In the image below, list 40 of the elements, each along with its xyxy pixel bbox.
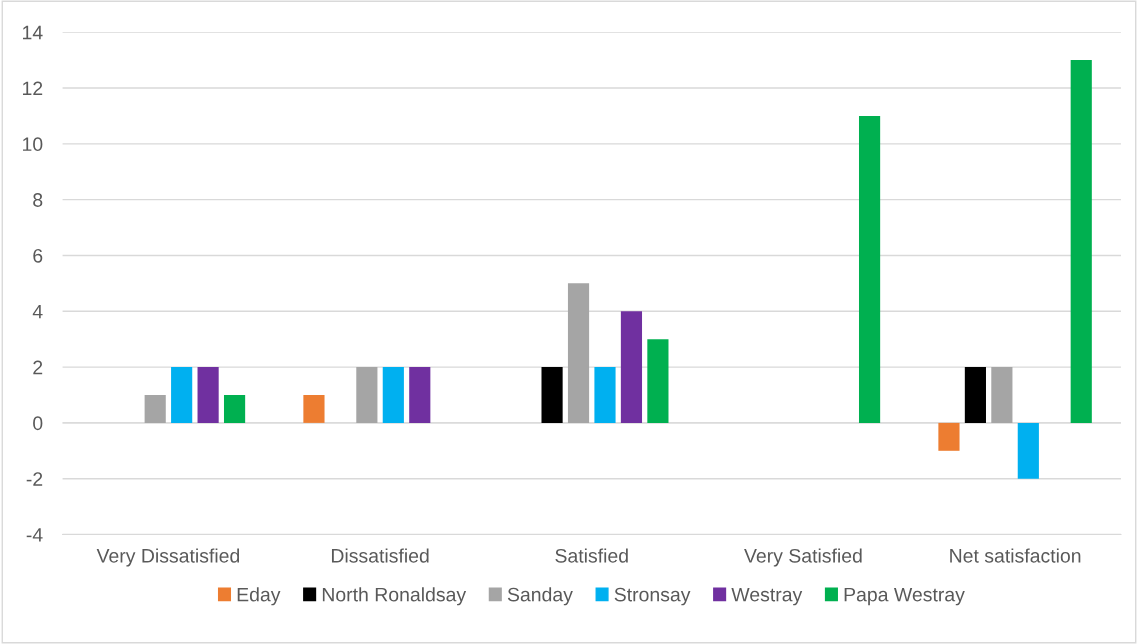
bar [1070, 60, 1092, 423]
legend-label: North Ronaldsay [322, 587, 467, 606]
y-tick-label: -4 [26, 528, 43, 542]
y-tick-label: 4 [32, 304, 43, 319]
y-tick-label: 14 [23, 25, 43, 40]
x-tick-label: Net satisfaction [950, 548, 1081, 563]
bar [382, 367, 404, 423]
bar [1017, 422, 1039, 479]
legend-label: Papa Westray [844, 587, 965, 606]
bar [647, 339, 669, 423]
bar [303, 394, 325, 423]
y-tick-label: 6 [33, 248, 43, 263]
y-tick-label: 10 [23, 137, 43, 152]
bar [964, 367, 986, 423]
bar [171, 367, 193, 423]
bar [144, 394, 166, 423]
bar [620, 311, 643, 423]
bar [938, 422, 960, 451]
y-tick-label: -2 [26, 472, 43, 486]
legend-label: Eday [237, 587, 281, 606]
y-tick-label: 12 [23, 81, 43, 96]
y-tick-label: 0 [33, 416, 43, 431]
y-tick-label: 2 [33, 360, 43, 375]
bar [567, 283, 590, 423]
x-tick-label: Very Satisfied [744, 548, 862, 567]
bar [223, 394, 246, 423]
x-tick-label: Very Dissatisfied [96, 548, 240, 567]
bar [991, 367, 1013, 423]
bar [409, 367, 431, 423]
legend-label: Stronsay [614, 587, 691, 606]
y-tick-label: 8 [33, 193, 43, 207]
bar [197, 367, 219, 423]
x-tick-label: Dissatisfied [331, 548, 429, 563]
legend-label: Westray [731, 587, 803, 606]
bar [356, 367, 378, 423]
bar [541, 367, 563, 423]
x-tick-label: Satisfied [555, 548, 628, 563]
legend-label: Sanday [507, 587, 573, 606]
bar [594, 367, 616, 423]
bar [858, 115, 881, 423]
